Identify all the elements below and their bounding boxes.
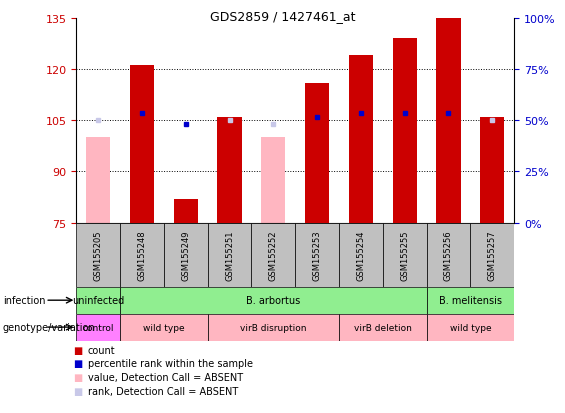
Text: GDS2859 / 1427461_at: GDS2859 / 1427461_at xyxy=(210,10,355,23)
Text: B. arbortus: B. arbortus xyxy=(246,295,301,306)
Bar xyxy=(76,223,120,287)
Text: ■: ■ xyxy=(73,358,82,368)
Bar xyxy=(120,287,427,314)
Text: GSM155256: GSM155256 xyxy=(444,230,453,280)
Text: genotype/variation: genotype/variation xyxy=(3,322,95,332)
Bar xyxy=(470,223,514,287)
Bar xyxy=(120,223,164,287)
Text: count: count xyxy=(88,345,115,355)
Bar xyxy=(427,287,514,314)
Bar xyxy=(383,223,427,287)
Text: GSM155252: GSM155252 xyxy=(269,230,278,280)
Text: GSM155249: GSM155249 xyxy=(181,230,190,280)
Bar xyxy=(480,117,505,223)
Text: wild type: wild type xyxy=(143,323,185,332)
Bar xyxy=(427,314,514,341)
Bar xyxy=(427,223,470,287)
Bar xyxy=(76,287,120,314)
Text: GSM155257: GSM155257 xyxy=(488,230,497,280)
Text: GSM155254: GSM155254 xyxy=(357,230,366,280)
Text: control: control xyxy=(82,323,114,332)
Text: percentile rank within the sample: percentile rank within the sample xyxy=(88,358,253,368)
Bar xyxy=(130,66,154,223)
Bar xyxy=(86,138,110,223)
Text: value, Detection Call = ABSENT: value, Detection Call = ABSENT xyxy=(88,372,243,382)
Text: GSM155251: GSM155251 xyxy=(225,230,234,280)
Bar xyxy=(173,199,198,223)
Text: infection: infection xyxy=(3,295,45,306)
Bar xyxy=(208,314,339,341)
Text: GSM155205: GSM155205 xyxy=(94,230,103,280)
Text: uninfected: uninfected xyxy=(72,295,124,306)
Bar xyxy=(208,223,251,287)
Bar xyxy=(76,314,120,341)
Bar xyxy=(295,223,339,287)
Text: GSM155255: GSM155255 xyxy=(400,230,409,280)
Bar xyxy=(251,223,295,287)
Text: ■: ■ xyxy=(73,372,82,382)
Text: GSM155253: GSM155253 xyxy=(312,230,321,280)
Text: ■: ■ xyxy=(73,345,82,355)
Bar xyxy=(218,117,242,223)
Bar xyxy=(349,56,373,223)
Text: B. melitensis: B. melitensis xyxy=(439,295,502,306)
Text: wild type: wild type xyxy=(450,323,491,332)
Text: virB deletion: virB deletion xyxy=(354,323,412,332)
Bar xyxy=(339,314,427,341)
Text: rank, Detection Call = ABSENT: rank, Detection Call = ABSENT xyxy=(88,386,238,396)
Bar xyxy=(436,19,460,223)
Bar xyxy=(339,223,383,287)
Bar xyxy=(261,138,285,223)
Text: GSM155248: GSM155248 xyxy=(137,230,146,280)
Bar xyxy=(164,223,208,287)
Bar xyxy=(120,314,208,341)
Text: virB disruption: virB disruption xyxy=(240,323,307,332)
Text: ■: ■ xyxy=(73,386,82,396)
Bar xyxy=(393,39,417,223)
Bar xyxy=(305,83,329,223)
